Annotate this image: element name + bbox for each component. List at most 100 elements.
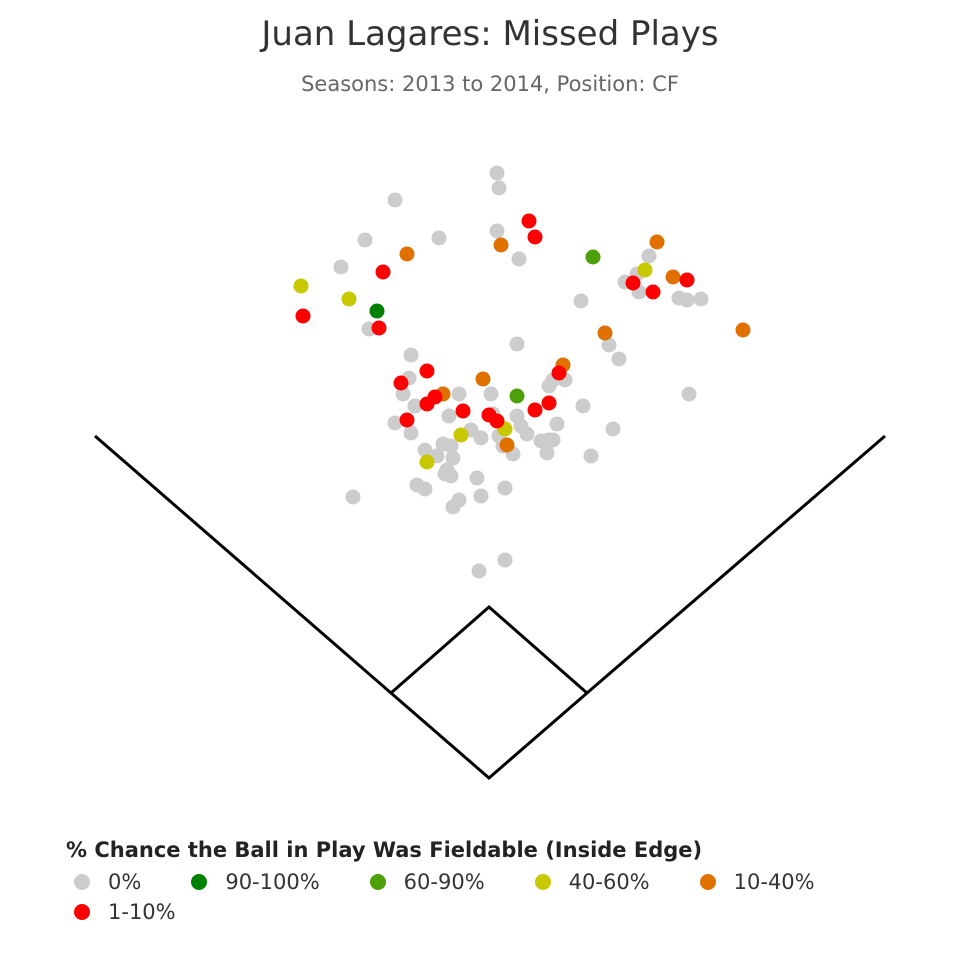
- data-point[interactable]: [679, 272, 695, 288]
- legend-swatch-icon: [74, 874, 90, 890]
- data-point[interactable]: [455, 403, 471, 419]
- data-point[interactable]: [597, 325, 613, 341]
- data-point[interactable]: [469, 470, 485, 486]
- legend-label: 60-90%: [403, 870, 485, 894]
- legend-swatch-icon: [74, 904, 90, 920]
- data-point[interactable]: [431, 230, 447, 246]
- data-point[interactable]: [393, 375, 409, 391]
- data-point[interactable]: [471, 563, 487, 579]
- data-point[interactable]: [371, 320, 387, 336]
- data-point[interactable]: [645, 284, 661, 300]
- legend-swatch-icon: [699, 874, 716, 890]
- data-point[interactable]: [443, 468, 459, 484]
- data-point[interactable]: [369, 303, 385, 319]
- data-point[interactable]: [475, 371, 491, 387]
- data-point[interactable]: [333, 259, 349, 275]
- data-point[interactable]: [665, 269, 681, 285]
- data-point[interactable]: [375, 264, 391, 280]
- data-point[interactable]: [601, 337, 617, 353]
- data-point[interactable]: [649, 234, 665, 250]
- legend-item[interactable]: 40-60%: [527, 870, 650, 894]
- legend-label: 10-40%: [733, 870, 815, 894]
- data-point[interactable]: [681, 386, 697, 402]
- data-point[interactable]: [509, 388, 525, 404]
- data-point[interactable]: [497, 480, 513, 496]
- data-point[interactable]: [399, 246, 415, 262]
- data-point[interactable]: [403, 347, 419, 363]
- data-point[interactable]: [521, 213, 537, 229]
- data-point[interactable]: [509, 336, 525, 352]
- data-point[interactable]: [473, 430, 489, 446]
- data-point[interactable]: [641, 248, 657, 264]
- chart-subtitle: Seasons: 2013 to 2014, Position: CF: [301, 72, 679, 96]
- legend-item[interactable]: 60-90%: [362, 870, 485, 894]
- legend-item[interactable]: 90-100%: [183, 870, 320, 894]
- data-point[interactable]: [497, 552, 513, 568]
- data-point[interactable]: [527, 229, 543, 245]
- data-point[interactable]: [519, 426, 535, 442]
- data-point[interactable]: [473, 488, 489, 504]
- data-point[interactable]: [527, 402, 543, 418]
- data-point[interactable]: [417, 442, 433, 458]
- data-point[interactable]: [637, 262, 653, 278]
- data-point[interactable]: [419, 363, 435, 379]
- data-point[interactable]: [575, 398, 591, 414]
- legend-title: % Chance the Ball in Play Was Fieldable …: [66, 838, 703, 862]
- data-point[interactable]: [403, 425, 419, 441]
- data-point[interactable]: [493, 237, 509, 253]
- data-point[interactable]: [583, 448, 599, 464]
- data-point[interactable]: [511, 251, 527, 267]
- data-point[interactable]: [625, 275, 641, 291]
- legend-item[interactable]: 0%: [66, 870, 141, 894]
- data-point[interactable]: [605, 421, 621, 437]
- data-point[interactable]: [387, 192, 403, 208]
- data-point[interactable]: [399, 412, 415, 428]
- data-point[interactable]: [489, 223, 505, 239]
- legend-label: 90-100%: [225, 870, 320, 894]
- data-point[interactable]: [551, 365, 567, 381]
- data-point[interactable]: [419, 396, 435, 412]
- data-point[interactable]: [407, 398, 423, 414]
- data-point[interactable]: [357, 232, 373, 248]
- data-point[interactable]: [293, 278, 309, 294]
- data-point[interactable]: [443, 438, 459, 454]
- data-point[interactable]: [441, 408, 457, 424]
- spray-chart: [94, 165, 886, 780]
- data-point[interactable]: [453, 427, 469, 443]
- data-point[interactable]: [387, 415, 403, 431]
- data-point[interactable]: [341, 291, 357, 307]
- data-point[interactable]: [489, 165, 505, 181]
- data-point[interactable]: [693, 291, 709, 307]
- data-point[interactable]: [483, 386, 499, 402]
- data-point[interactable]: [541, 395, 557, 411]
- data-point[interactable]: [445, 499, 461, 515]
- infield-diamond: [388, 605, 590, 780]
- data-point[interactable]: [573, 293, 589, 309]
- data-point[interactable]: [345, 489, 361, 505]
- left-foul-line: [94, 434, 392, 695]
- data-point[interactable]: [489, 413, 505, 429]
- data-point[interactable]: [491, 180, 507, 196]
- legend-swatch-icon: [191, 874, 208, 890]
- data-point[interactable]: [585, 249, 601, 265]
- right-foul-line: [586, 434, 886, 695]
- data-point[interactable]: [419, 454, 435, 470]
- legend-label: 0%: [108, 870, 142, 894]
- data-point[interactable]: [445, 450, 461, 466]
- data-point[interactable]: [545, 432, 561, 448]
- data-point[interactable]: [679, 292, 695, 308]
- legend-swatch-icon: [534, 874, 551, 890]
- data-points: [293, 165, 751, 579]
- data-point[interactable]: [295, 308, 311, 324]
- legend-item[interactable]: 1-10%: [66, 900, 176, 924]
- data-point[interactable]: [417, 481, 433, 497]
- data-point[interactable]: [451, 386, 467, 402]
- data-point[interactable]: [735, 322, 751, 338]
- baseball-field: [94, 434, 886, 780]
- data-point[interactable]: [499, 437, 515, 453]
- data-point[interactable]: [539, 445, 555, 461]
- legend: % Chance the Ball in Play Was Fieldable …: [66, 838, 946, 930]
- data-point[interactable]: [549, 416, 565, 432]
- legend-item[interactable]: 10-40%: [692, 870, 815, 894]
- data-point[interactable]: [611, 351, 627, 367]
